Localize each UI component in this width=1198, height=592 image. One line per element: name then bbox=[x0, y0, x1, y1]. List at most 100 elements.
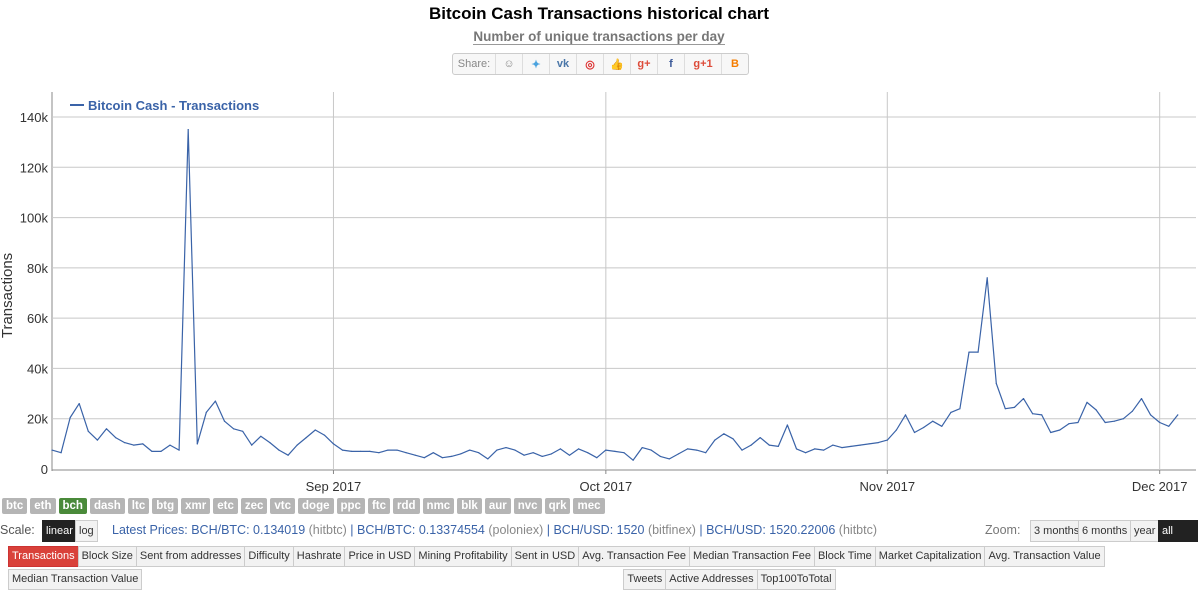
twitter-icon[interactable]: ✦ bbox=[523, 54, 550, 74]
data-point bbox=[1113, 420, 1115, 422]
data-point bbox=[741, 449, 743, 451]
coin-qrk[interactable]: qrk bbox=[544, 498, 571, 514]
tab-block-time[interactable]: Block Time bbox=[813, 546, 876, 567]
tab-tweets[interactable]: Tweets bbox=[623, 569, 667, 590]
zoom-6-months-button[interactable]: 6 months bbox=[1078, 520, 1132, 542]
scale-and-prices-row: Scale: linear log Latest Prices: BCH/BTC… bbox=[0, 520, 1198, 557]
data-point bbox=[750, 444, 752, 446]
coin-btc[interactable]: btc bbox=[2, 498, 28, 514]
reddit-icon[interactable]: ☺ bbox=[496, 54, 523, 74]
data-point bbox=[977, 351, 979, 353]
data-point bbox=[87, 430, 89, 432]
data-point bbox=[1032, 413, 1034, 415]
coin-btg[interactable]: btg bbox=[152, 498, 179, 514]
scale-linear-button[interactable]: linear bbox=[42, 520, 77, 542]
chart-subtitle-link[interactable]: Number of unique transactions per day bbox=[473, 29, 725, 45]
tab-hashrate[interactable]: Hashrate bbox=[292, 546, 346, 567]
price-value: BCH/USD: 1520 bbox=[553, 523, 648, 537]
data-point bbox=[786, 424, 789, 426]
data-point bbox=[913, 431, 916, 434]
tab-difficulty[interactable]: Difficulty bbox=[244, 546, 294, 567]
google-plus-one-icon[interactable]: g+1 bbox=[685, 54, 722, 74]
facebook-icon[interactable]: f bbox=[658, 54, 685, 74]
tab-median-transaction-fee[interactable]: Median Transaction Fee bbox=[688, 546, 815, 567]
data-point bbox=[777, 445, 779, 447]
data-point bbox=[768, 444, 770, 446]
coin-doge[interactable]: doge bbox=[298, 498, 334, 514]
tab-median-transaction-value[interactable]: Median Transaction Value bbox=[8, 569, 143, 590]
data-point bbox=[759, 437, 761, 439]
data-point bbox=[405, 452, 407, 454]
coin-nvc[interactable]: nvc bbox=[513, 498, 542, 514]
coin-blk[interactable]: blk bbox=[457, 498, 482, 514]
coin-bch[interactable]: bch bbox=[58, 498, 87, 514]
coin-zec[interactable]: zec bbox=[240, 498, 268, 514]
blogger-icon[interactable]: B bbox=[731, 58, 739, 70]
coin-mec[interactable]: mec bbox=[573, 498, 605, 514]
data-point bbox=[460, 453, 462, 455]
like-icon[interactable]: 👍 bbox=[604, 54, 631, 74]
data-point bbox=[677, 453, 680, 455]
data-point bbox=[1104, 421, 1106, 424]
coin-aur[interactable]: aur bbox=[484, 498, 511, 514]
weibo-icon[interactable]: ◎ bbox=[577, 54, 604, 74]
data-point bbox=[196, 443, 198, 445]
tab-sent-in-usd[interactable]: Sent in USD bbox=[510, 546, 580, 567]
data-point bbox=[351, 450, 353, 452]
data-point bbox=[78, 403, 80, 405]
data-point bbox=[1022, 398, 1025, 400]
chart-subtitle[interactable]: Number of unique transactions per day bbox=[0, 29, 1198, 45]
tab-market-capitalization[interactable]: Market Capitalization bbox=[874, 546, 986, 567]
coin-ltc[interactable]: ltc bbox=[127, 498, 150, 514]
data-point bbox=[696, 449, 698, 451]
data-point bbox=[133, 444, 135, 446]
google-plus-icon[interactable]: g+ bbox=[631, 54, 658, 74]
coin-vtc[interactable]: vtc bbox=[270, 498, 296, 514]
data-point bbox=[932, 420, 934, 422]
legend-label: Bitcoin Cash - Transactions bbox=[88, 98, 259, 113]
data-point bbox=[1095, 409, 1097, 411]
coin-etc[interactable]: etc bbox=[213, 498, 238, 514]
y-tick-label: 120k bbox=[20, 160, 49, 175]
coin-ftc[interactable]: ftc bbox=[367, 498, 391, 514]
tab-sent-from-addresses[interactable]: Sent from addresses bbox=[135, 546, 246, 567]
data-point bbox=[841, 447, 843, 449]
coin-nmc[interactable]: nmc bbox=[422, 498, 455, 514]
tab-price-in-usd[interactable]: Price in USD bbox=[344, 546, 416, 567]
price-exchange: (hitbtc) bbox=[838, 523, 877, 537]
coin-xmr[interactable]: xmr bbox=[181, 498, 211, 514]
tab-active-addresses[interactable]: Active Addresses bbox=[665, 569, 758, 590]
data-point bbox=[532, 452, 534, 454]
data-point bbox=[986, 277, 988, 279]
coin-rdd[interactable]: rdd bbox=[393, 498, 420, 514]
data-point bbox=[714, 439, 716, 441]
coin-ppc[interactable]: ppc bbox=[336, 498, 365, 514]
scale-label: Scale: bbox=[0, 523, 35, 537]
price-value: Latest Prices: BCH/BTC: 0.134019 bbox=[112, 523, 309, 537]
data-point bbox=[1168, 425, 1170, 427]
tab-avg-transaction-fee[interactable]: Avg. Transaction Fee bbox=[578, 546, 690, 567]
zoom-3-months-button[interactable]: 3 months bbox=[1030, 520, 1084, 542]
scale-log-button[interactable]: log bbox=[75, 520, 98, 542]
data-point bbox=[205, 411, 207, 413]
data-point bbox=[1004, 408, 1006, 410]
zoom-all-time-button[interactable]: all time bbox=[1158, 520, 1198, 557]
tab-block-size[interactable]: Block Size bbox=[77, 546, 137, 567]
data-point bbox=[142, 443, 144, 445]
tab-avg-transaction-value[interactable]: Avg. Transaction Value bbox=[984, 546, 1105, 567]
tab-mining-profitability[interactable]: Mining Profitability bbox=[414, 546, 512, 567]
data-point bbox=[1131, 410, 1133, 412]
y-tick-label: 100k bbox=[20, 211, 49, 226]
data-point bbox=[587, 452, 589, 454]
tab-top100tototal[interactable]: Top100ToTotal bbox=[756, 569, 836, 590]
data-point bbox=[895, 429, 898, 431]
data-point bbox=[269, 442, 271, 444]
data-point bbox=[541, 455, 543, 457]
coin-eth[interactable]: eth bbox=[30, 498, 56, 514]
coin-dash[interactable]: dash bbox=[89, 498, 125, 514]
data-point bbox=[859, 444, 861, 446]
vk-icon[interactable]: vk bbox=[550, 54, 577, 74]
x-tick-label: Sep 2017 bbox=[306, 479, 362, 494]
tab-transactions[interactable]: Transactions bbox=[8, 546, 79, 567]
zoom-year-button[interactable]: year bbox=[1130, 520, 1160, 542]
